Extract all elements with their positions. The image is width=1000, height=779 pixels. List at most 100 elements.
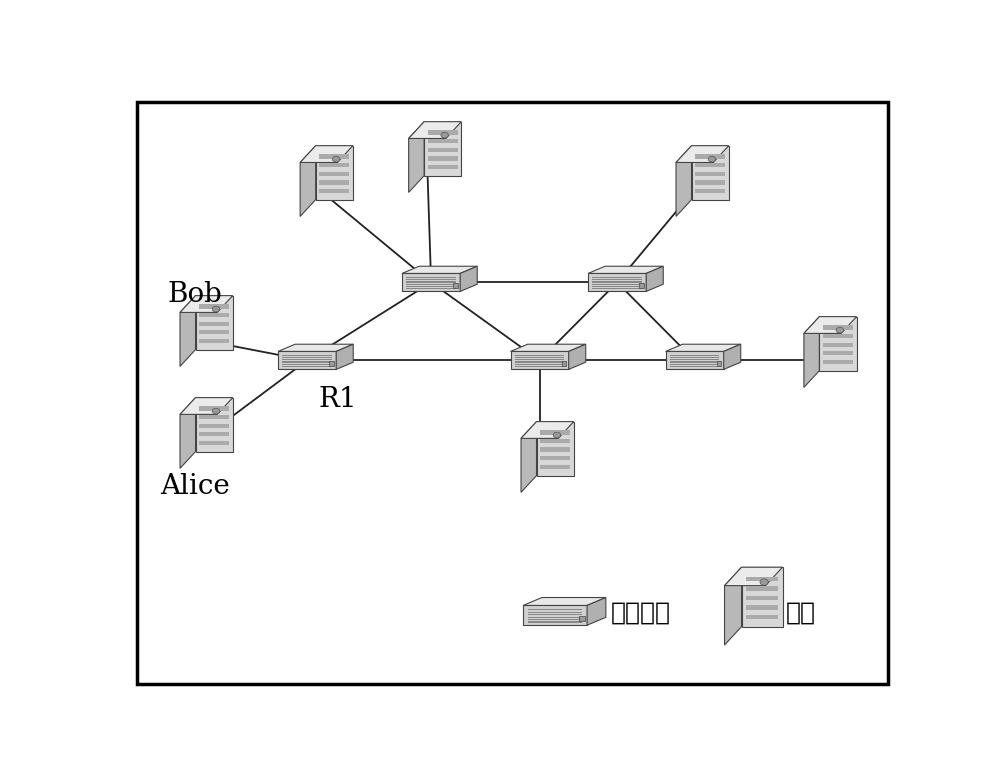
Polygon shape [428,165,458,169]
Polygon shape [670,359,719,361]
Polygon shape [742,567,783,626]
Polygon shape [670,354,719,356]
Polygon shape [692,146,729,199]
Polygon shape [199,339,229,343]
Polygon shape [528,612,582,613]
Polygon shape [746,586,778,591]
Polygon shape [540,447,570,452]
Polygon shape [282,357,332,358]
Polygon shape [282,361,332,363]
Polygon shape [409,122,424,192]
Bar [639,284,644,287]
Polygon shape [666,344,741,351]
Polygon shape [588,273,646,291]
Polygon shape [402,273,460,291]
Polygon shape [515,364,564,365]
Polygon shape [406,277,456,278]
Polygon shape [592,288,642,289]
Bar [562,361,566,366]
Polygon shape [823,351,853,355]
Polygon shape [523,605,587,626]
Polygon shape [676,146,692,217]
Polygon shape [695,163,725,167]
Polygon shape [406,279,456,280]
Polygon shape [515,357,564,358]
Circle shape [553,432,561,438]
Polygon shape [724,344,741,369]
Polygon shape [528,619,582,620]
Polygon shape [199,322,229,326]
Polygon shape [196,295,233,350]
Polygon shape [428,157,458,160]
Polygon shape [282,366,332,367]
Polygon shape [511,344,586,351]
Circle shape [332,157,340,162]
Polygon shape [180,295,233,312]
Circle shape [836,327,844,333]
Polygon shape [588,266,663,273]
Circle shape [708,157,716,162]
Polygon shape [592,286,642,287]
Polygon shape [540,439,570,443]
Polygon shape [823,326,853,330]
Text: 安全中继: 安全中继 [611,601,671,624]
Polygon shape [282,364,332,365]
Polygon shape [199,406,229,411]
Text: Bob: Bob [167,281,222,308]
Polygon shape [528,616,582,618]
Polygon shape [521,421,574,439]
Polygon shape [196,397,233,452]
Polygon shape [521,421,537,492]
Polygon shape [199,424,229,428]
Text: R1: R1 [319,386,357,413]
Polygon shape [528,609,582,611]
Polygon shape [428,139,458,143]
Polygon shape [587,597,606,626]
Text: 用户: 用户 [785,601,815,624]
Polygon shape [515,361,564,363]
Polygon shape [319,154,349,159]
Polygon shape [670,361,719,363]
Polygon shape [424,122,461,175]
Polygon shape [319,189,349,193]
Circle shape [212,306,220,312]
Polygon shape [199,432,229,436]
Polygon shape [199,305,229,308]
Polygon shape [319,171,349,176]
Polygon shape [180,397,233,414]
Polygon shape [823,343,853,347]
Polygon shape [523,597,606,605]
Polygon shape [199,330,229,334]
Polygon shape [199,415,229,419]
Polygon shape [592,277,642,278]
Polygon shape [569,344,586,369]
Polygon shape [670,364,719,365]
Polygon shape [316,146,353,199]
Polygon shape [406,284,456,285]
Polygon shape [666,351,724,369]
FancyBboxPatch shape [137,103,888,684]
Polygon shape [746,605,778,610]
Polygon shape [695,171,725,176]
Bar [579,616,585,622]
Polygon shape [804,316,819,387]
Polygon shape [278,344,353,351]
Polygon shape [695,180,725,185]
Polygon shape [670,366,719,367]
Polygon shape [278,351,336,369]
Polygon shape [300,146,353,163]
Polygon shape [511,351,569,369]
Polygon shape [540,430,570,435]
Polygon shape [746,576,778,581]
Bar [453,284,458,287]
Polygon shape [282,354,332,356]
Polygon shape [319,180,349,185]
Polygon shape [695,189,725,193]
Polygon shape [695,154,725,159]
Polygon shape [528,622,582,623]
Circle shape [212,408,220,414]
Circle shape [441,132,448,138]
Polygon shape [409,122,461,139]
Polygon shape [804,316,857,333]
Polygon shape [725,567,783,586]
